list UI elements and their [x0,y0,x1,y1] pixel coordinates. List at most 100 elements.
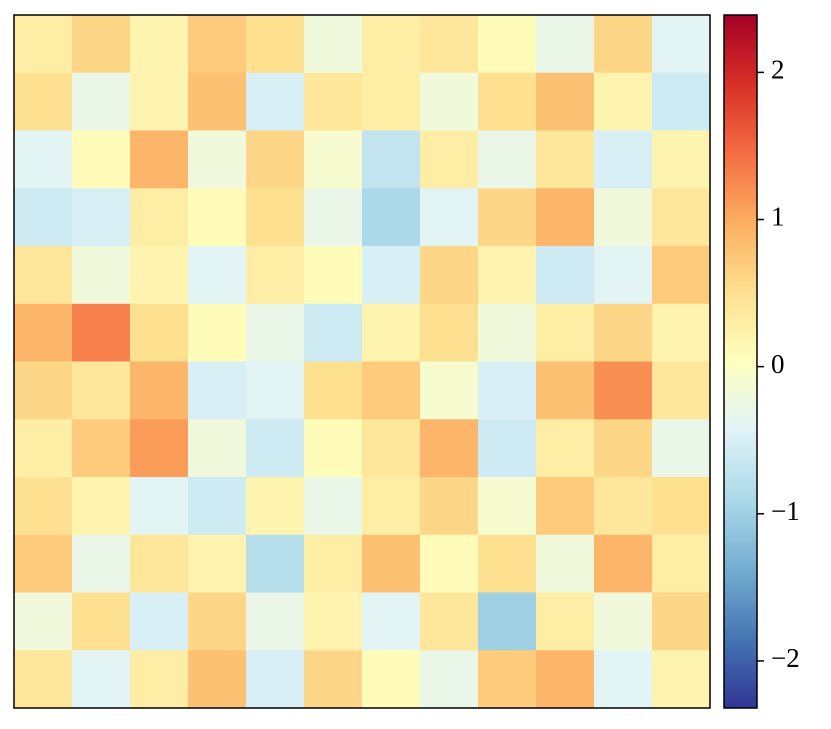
heatmap-cell [14,15,73,74]
heatmap-cell [652,650,711,709]
heatmap-cell [594,246,653,305]
heatmap-cell [536,419,595,478]
heatmap-cell [362,419,421,478]
heatmap-cell [536,246,595,305]
heatmap-cell [130,361,189,420]
heatmap-cell [478,361,537,420]
heatmap-cell [362,361,421,420]
heatmap-cell [536,361,595,420]
heatmap-cell [304,361,363,420]
heatmap-cell [594,592,653,651]
heatmap-cell [304,188,363,247]
heatmap-cell [188,246,247,305]
heatmap-cell [652,477,711,536]
heatmap-cell [652,72,711,131]
heatmap-cell [478,72,537,131]
heatmap-cell [304,15,363,74]
heatmap-cell [188,303,247,362]
colorbar-tick-label: −2 [771,643,800,673]
heatmap-cell [652,592,711,651]
heatmap-cell [246,592,305,651]
heatmap-cell [362,246,421,305]
heatmap-cell [420,361,479,420]
heatmap-cell [478,534,537,593]
heatmap-cell [594,188,653,247]
heatmap-cell [478,477,537,536]
heatmap-cell [14,246,73,305]
heatmap-cell [246,534,305,593]
heatmap-cell [536,303,595,362]
heatmap-cell [14,534,73,593]
heatmap-cell [188,419,247,478]
heatmap-cell [130,303,189,362]
heatmap-cell [536,650,595,709]
heatmap-cell [478,15,537,74]
heatmap-cell [478,650,537,709]
heatmap-cell [14,477,73,536]
heatmap-cell [420,72,479,131]
heatmap-cell [14,303,73,362]
colorbar [723,14,758,709]
heatmap-cell [536,188,595,247]
heatmap-cell [72,650,131,709]
heatmap-cell [536,130,595,189]
heatmap-cell [478,130,537,189]
heatmap-cell [246,188,305,247]
heatmap-cell [420,188,479,247]
heatmap-cell [652,15,711,74]
heatmap-cell [304,592,363,651]
heatmap-cell [420,650,479,709]
heatmap-cell [362,534,421,593]
heatmap-cell [652,188,711,247]
heatmap-cell [652,534,711,593]
heatmap-cell [246,419,305,478]
heatmap-cell [72,72,131,131]
heatmap-cell [304,72,363,131]
heatmap-cell [72,592,131,651]
heatmap-cell [362,72,421,131]
heatmap-cell [478,303,537,362]
heatmap-cell [536,592,595,651]
heatmap-cell [362,650,421,709]
heatmap-cell [594,15,653,74]
heatmap-cell [536,72,595,131]
heatmap-cell [72,15,131,74]
heatmap-cell [304,246,363,305]
heatmap-cell [478,188,537,247]
heatmap-cell [652,130,711,189]
heatmap [14,15,711,709]
heatmap-cell [362,592,421,651]
heatmap-cell [14,361,73,420]
heatmap-cell [130,188,189,247]
heatmap-cell [246,130,305,189]
heatmap-cell [246,650,305,709]
heatmap-cell [304,419,363,478]
heatmap-cell [246,15,305,74]
heatmap-cell [188,188,247,247]
heatmap-cell [130,650,189,709]
heatmap-cell [478,592,537,651]
heatmap-cell [594,303,653,362]
heatmap-cell [652,246,711,305]
heatmap-cell [478,246,537,305]
heatmap-cell [14,72,73,131]
heatmap-cell [246,246,305,305]
heatmap-cell [188,72,247,131]
heatmap-cell [420,592,479,651]
heatmap-cell [304,534,363,593]
heatmap-cell [72,477,131,536]
heatmap-cell [72,361,131,420]
heatmap-cell [304,130,363,189]
heatmap-cell [536,477,595,536]
heatmap-cell [304,477,363,536]
heatmap-cell [246,303,305,362]
heatmap-cell [304,650,363,709]
heatmap-cell [188,592,247,651]
heatmap-cell [362,477,421,536]
heatmap-cell [72,534,131,593]
colorbar-tick-label: 2 [771,55,785,85]
heatmap-cell [188,130,247,189]
heatmap-cell [594,72,653,131]
heatmap-cell [362,188,421,247]
